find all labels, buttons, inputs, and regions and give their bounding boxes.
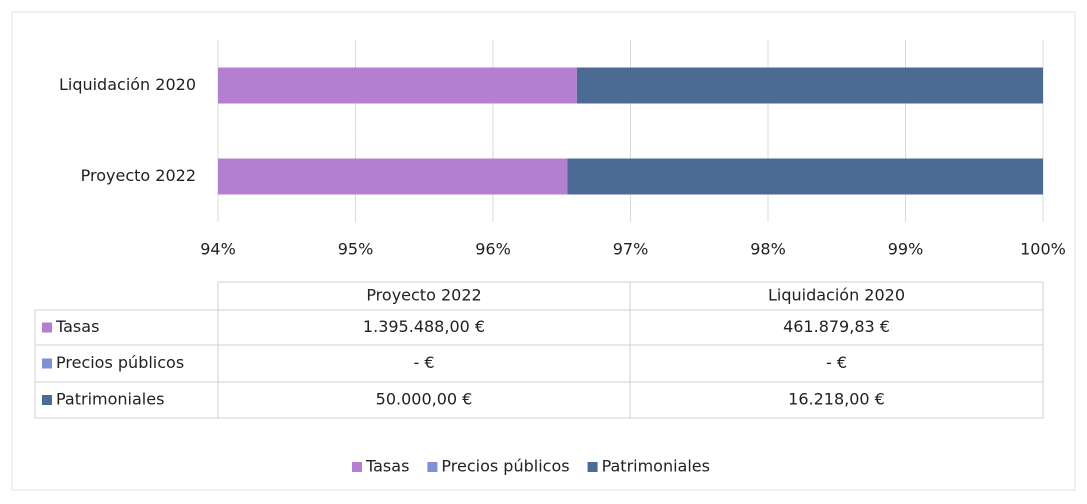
x-tick-label: 96% [475,240,511,259]
table-value: 461.879,83 € [783,317,890,336]
table-row-label: Patrimoniales [56,390,164,409]
table-row-label: Tasas [55,317,99,336]
table-value: - € [413,353,434,372]
x-tick-label: 100% [1020,240,1066,259]
legend-label: Tasas [365,457,409,476]
legend-label: Patrimoniales [602,457,710,476]
table-legend-key [42,322,52,333]
bar-segment [567,158,1043,195]
x-tick-label: 95% [338,240,374,259]
legend-label: Precios públicos [441,457,569,476]
x-tick-label: 99% [888,240,924,259]
table-header: Liquidación 2020 [768,286,905,305]
chart-border [11,11,1076,491]
bar-segment [576,67,1043,104]
table-value: - € [826,353,847,372]
legend-key [587,462,598,472]
table-row-label: Precios públicos [56,353,184,372]
table-value: 50.000,00 € [376,390,473,409]
legend-key [352,462,362,472]
table-cell [34,309,1044,419]
y-tick-label: Proyecto 2022 [81,166,196,185]
table-legend-key [42,358,52,369]
x-tick-label: 98% [750,240,786,259]
legend-key [427,462,438,472]
x-tick-label: 94% [200,240,236,259]
x-tick-label: 97% [613,240,649,259]
table-legend-key [42,395,52,405]
y-tick-label: Liquidación 2020 [59,75,196,94]
bar-segment [218,158,568,195]
table-value: 1.395.488,00 € [363,317,485,336]
bar-segment [218,67,577,104]
table-header: Proyecto 2022 [366,286,481,305]
table-value: 16.218,00 € [788,390,885,409]
